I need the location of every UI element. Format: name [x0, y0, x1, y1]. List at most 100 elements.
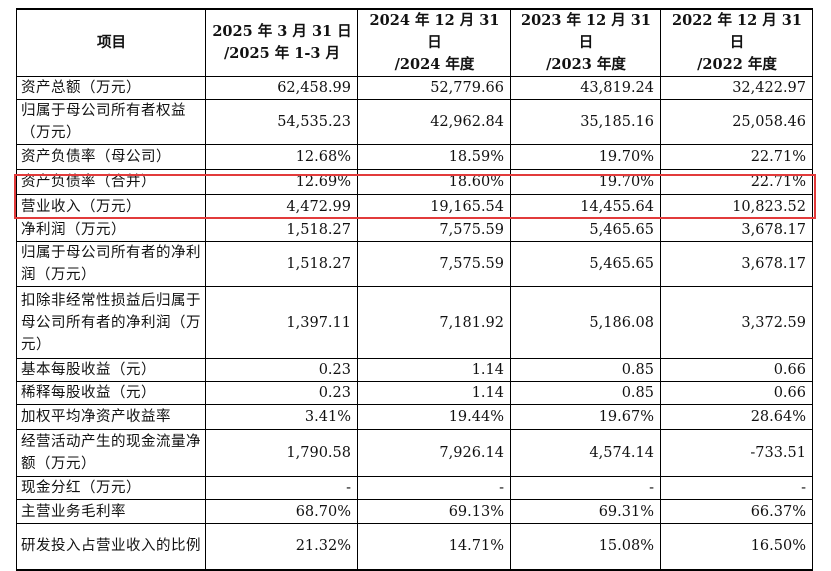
value-cell: 22.71%	[660, 169, 813, 195]
value-cell: 14.71%	[357, 523, 511, 570]
value-cell: 28.64%	[660, 404, 813, 430]
value-cell: 7,575.59	[357, 218, 511, 242]
value-cell: 0.85	[510, 381, 661, 405]
value-cell: 43,819.24	[510, 76, 661, 100]
table-row: 经营活动产生的现金流量净额（万元） 1,790.58 7,926.14 4,574.1…	[16, 429, 813, 477]
value-cell: 0.23	[205, 358, 358, 382]
table-row: 营业收入（万元） 4,472.99 19,165.54 14,455.64 10,823…	[16, 194, 813, 219]
value-cell: 1.14	[357, 381, 511, 405]
value-cell: 16.50%	[660, 523, 813, 570]
table-row: 净利润（万元） 1,518.27 7,575.59 5,465.65 3,678.17	[16, 218, 813, 242]
value-cell: 69.31%	[510, 499, 661, 524]
value-cell: 5,465.65	[510, 241, 661, 287]
header-cell: 2023 年 12 月 31 日/2023 年度	[510, 8, 661, 77]
value-cell: 69.13%	[357, 499, 511, 524]
value-cell: 4,472.99	[205, 194, 358, 219]
table-row: 资产总额（万元） 62,458.99 52,779.66 43,819.24 32,42…	[16, 76, 813, 100]
value-cell: 3,678.17	[660, 218, 813, 242]
value-cell: 25,058.46	[660, 99, 813, 145]
value-cell: 18.59%	[357, 144, 511, 170]
table-row: 稀释每股收益（元） 0.23 1.14 0.85 0.66	[16, 381, 813, 405]
row-label: 净利润（万元）	[16, 218, 206, 242]
row-label: 资产总额（万元）	[16, 76, 206, 100]
value-cell: 3,678.17	[660, 241, 813, 287]
value-cell: 12.69%	[205, 169, 358, 195]
value-cell: 4,574.14	[510, 429, 661, 477]
value-cell: 7,926.14	[357, 429, 511, 477]
value-cell: 1,518.27	[205, 241, 358, 287]
row-label: 扣除非经常性损益后归属于母公司所有者的净利润（万元）	[16, 286, 206, 359]
value-cell: 22.71%	[660, 144, 813, 170]
table-row: 基本每股收益（元） 0.23 1.14 0.85 0.66	[16, 358, 813, 382]
value-cell: 3.41%	[205, 404, 358, 430]
header-line: /2025 年 1-3 月	[224, 45, 340, 62]
row-label: 经营活动产生的现金流量净额（万元）	[16, 429, 206, 477]
value-cell: 19,165.54	[357, 194, 511, 219]
value-cell: 32,422.97	[660, 76, 813, 100]
value-cell: -	[357, 476, 511, 500]
header-line: 2024 年 12 月 31 日	[369, 12, 500, 51]
table-row: 扣除非经常性损益后归属于母公司所有者的净利润（万元） 1,397.11 7,181.…	[16, 286, 813, 359]
table-row: 归属于母公司所有者的净利润（万元） 1,518.27 7,575.59 5,465.6…	[16, 241, 813, 287]
header-cell: 2025 年 3 月 31 日/2025 年 1-3 月	[205, 8, 358, 77]
header-line: 2025 年 3 月 31 日	[212, 23, 352, 40]
value-cell: 15.08%	[510, 523, 661, 570]
value-cell: 3,372.59	[660, 286, 813, 359]
row-label: 加权平均净资产收益率	[16, 404, 206, 430]
header-line: /2022 年度	[697, 56, 777, 73]
row-label: 资产负债率（合并）	[16, 169, 206, 195]
table-row: 现金分红（万元） - - - -	[16, 476, 813, 500]
value-cell: 19.44%	[357, 404, 511, 430]
table-row: 归属于母公司所有者权益（万元） 54,535.23 42,962.84 35,185.…	[16, 99, 813, 145]
header-row: 项目 2025 年 3 月 31 日/2025 年 1-3 月 2024 年 12…	[16, 8, 813, 77]
value-cell: 0.66	[660, 381, 813, 405]
value-cell: 0.23	[205, 381, 358, 405]
value-cell: 54,535.23	[205, 99, 358, 145]
page: 项目 2025 年 3 月 31 日/2025 年 1-3 月 2024 年 12…	[14, 8, 816, 571]
value-cell: 5,186.08	[510, 286, 661, 359]
header-cell: 2022 年 12 月 31 日/2022 年度	[660, 8, 813, 77]
value-cell: 1,397.11	[205, 286, 358, 359]
value-cell: -	[205, 476, 358, 500]
row-label: 营业收入（万元）	[16, 194, 206, 219]
value-cell: 1,790.58	[205, 429, 358, 477]
value-cell: 19.70%	[510, 144, 661, 170]
table-row: 资产负债率（母公司） 12.68% 18.59% 19.70% 22.71%	[16, 144, 813, 170]
value-cell: -733.51	[660, 429, 813, 477]
value-cell: 7,575.59	[357, 241, 511, 287]
row-label: 主营业务毛利率	[16, 499, 206, 524]
value-cell: 18.60%	[357, 169, 511, 195]
value-cell: 21.32%	[205, 523, 358, 570]
value-cell: 35,185.16	[510, 99, 661, 145]
value-cell: 62,458.99	[205, 76, 358, 100]
table-row: 资产负债率（合并） 12.69% 18.60% 19.70% 22.71%	[16, 169, 813, 195]
row-label: 归属于母公司所有者权益（万元）	[16, 99, 206, 145]
value-cell: -	[660, 476, 813, 500]
header-cell: 项目	[16, 8, 206, 77]
table-row: 主营业务毛利率 68.70% 69.13% 69.31% 66.37%	[16, 499, 813, 524]
table-row: 加权平均净资产收益率 3.41% 19.44% 19.67% 28.64%	[16, 404, 813, 430]
row-label: 基本每股收益（元）	[16, 358, 206, 382]
value-cell: 52,779.66	[357, 76, 511, 100]
row-label: 稀释每股收益（元）	[16, 381, 206, 405]
value-cell: 12.68%	[205, 144, 358, 170]
value-cell: 19.67%	[510, 404, 661, 430]
value-cell: -	[510, 476, 661, 500]
value-cell: 10,823.52	[660, 194, 813, 219]
value-cell: 66.37%	[660, 499, 813, 524]
financial-table: 项目 2025 年 3 月 31 日/2025 年 1-3 月 2024 年 12…	[16, 8, 813, 571]
row-label: 现金分红（万元）	[16, 476, 206, 500]
value-cell: 42,962.84	[357, 99, 511, 145]
header-line: 2023 年 12 月 31 日	[521, 12, 651, 51]
header-cell: 2024 年 12 月 31 日/2024 年度	[357, 8, 511, 77]
header-line: 2022 年 12 月 31 日	[672, 12, 802, 51]
value-cell: 5,465.65	[510, 218, 661, 242]
value-cell: 1.14	[357, 358, 511, 382]
value-cell: 68.70%	[205, 499, 358, 524]
value-cell: 1,518.27	[205, 218, 358, 242]
value-cell: 7,181.92	[357, 286, 511, 359]
value-cell: 0.85	[510, 358, 661, 382]
header-line: /2024 年度	[394, 56, 475, 73]
row-label: 归属于母公司所有者的净利润（万元）	[16, 241, 206, 287]
table-row: 研发投入占营业收入的比例 21.32% 14.71% 15.08% 16.50%	[16, 523, 813, 570]
